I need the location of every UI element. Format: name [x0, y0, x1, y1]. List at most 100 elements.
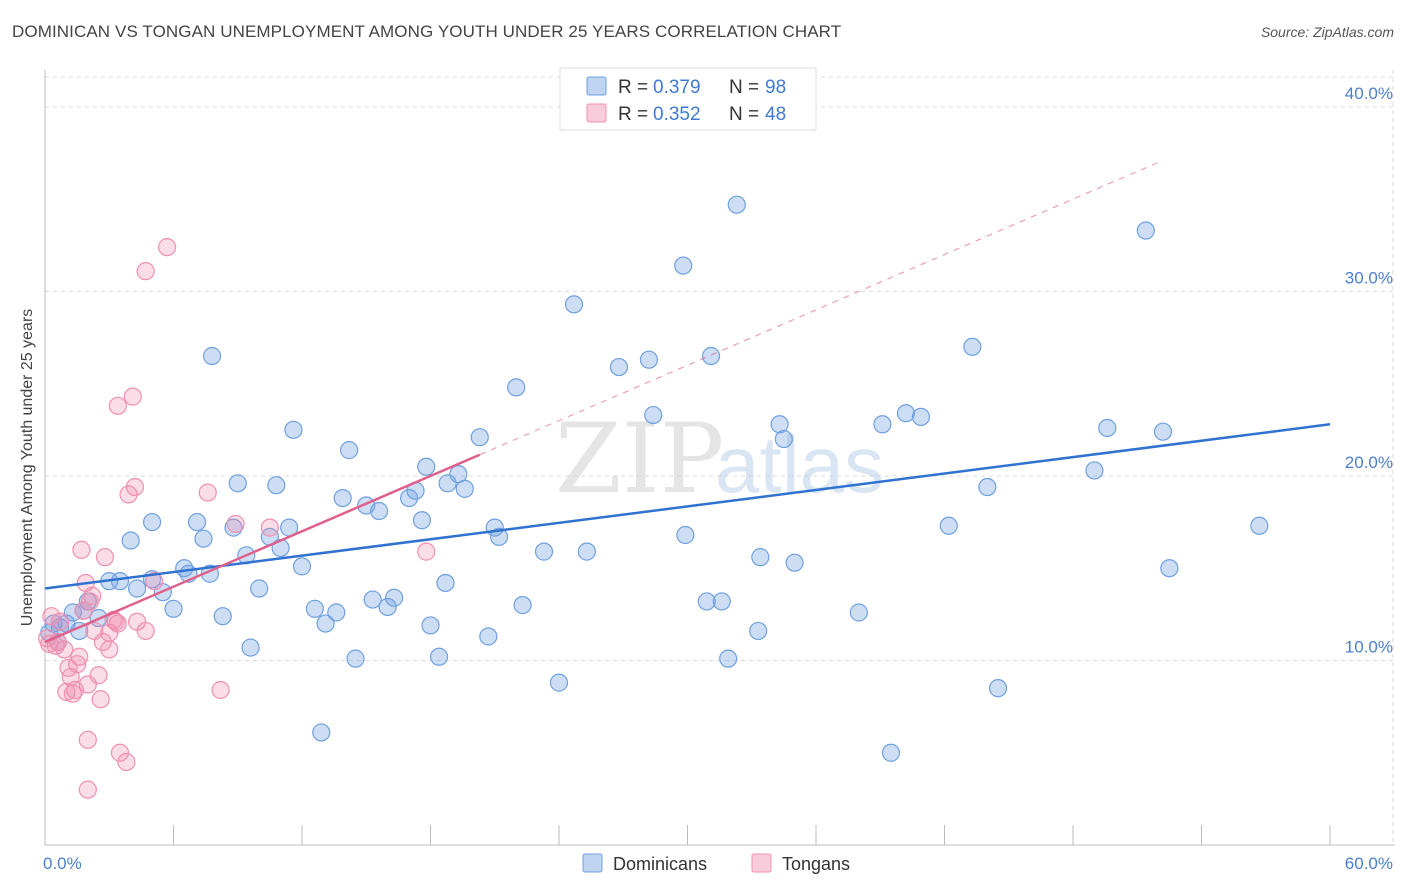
- legend-r-label: R =: [618, 104, 648, 125]
- axes: [44, 70, 1395, 846]
- series-tongans: [38, 238, 436, 799]
- dominican-point: [881, 743, 901, 762]
- tongan-point: [100, 640, 119, 659]
- tongan-point: [78, 780, 97, 799]
- tongan-point: [136, 262, 155, 281]
- legend-n-value: 48: [765, 104, 786, 125]
- tongan-point: [123, 387, 142, 406]
- legend-r-value: 0.379: [653, 77, 701, 98]
- dominican-point: [1153, 422, 1173, 441]
- legend-swatch-dominicans: [586, 76, 607, 96]
- dominican-point: [939, 516, 958, 535]
- dominican-point: [241, 638, 260, 657]
- dominican-point: [697, 592, 716, 611]
- dominican-point: [194, 529, 213, 548]
- x-tick-label-max: 60.0%: [1345, 854, 1393, 873]
- dominican-point: [384, 588, 404, 607]
- dominican-point: [507, 378, 526, 397]
- dominican-point: [564, 295, 584, 314]
- dominican-point: [436, 573, 455, 593]
- dominican-point: [333, 488, 352, 508]
- dominican-point: [727, 195, 746, 214]
- dominican-point: [609, 357, 629, 377]
- dominican-point: [340, 441, 359, 460]
- dominican-point: [719, 649, 738, 668]
- y-axis-label: Unemployment Among Youth under 25 years: [19, 309, 36, 627]
- bottom-legend-swatch-tongans: [751, 853, 772, 873]
- tongan-point: [260, 518, 279, 537]
- dominican-point: [305, 599, 324, 618]
- y-tick-label: 30.0%: [1345, 268, 1393, 287]
- dominican-point: [1098, 418, 1117, 438]
- tongan-point: [89, 666, 108, 685]
- dominican-point: [346, 649, 365, 668]
- dominican-point: [978, 477, 997, 497]
- dominican-point: [896, 404, 916, 423]
- dominican-point: [399, 488, 419, 508]
- legend-r-value: 0.352: [653, 104, 701, 125]
- tongan-point: [117, 752, 136, 772]
- dominican-point: [751, 548, 770, 567]
- dominican-point: [164, 599, 183, 618]
- dominican-point: [911, 407, 931, 427]
- dominican-point: [988, 679, 1008, 698]
- legend-frame: [559, 67, 817, 131]
- watermark-zip: ZIP: [555, 403, 724, 515]
- dominican-point: [549, 673, 569, 692]
- legend-swatch-tongans: [586, 103, 607, 123]
- tongan-point: [157, 238, 177, 257]
- source-credit: Source: ZipAtlas.com: [1260, 24, 1394, 40]
- tongan-point: [50, 612, 70, 631]
- dominican-point: [849, 603, 868, 622]
- legend-n-label: N =: [729, 77, 759, 98]
- dominican-point: [513, 596, 532, 615]
- bottom-legend-swatch-dominicans: [582, 853, 603, 873]
- dominican-point: [312, 723, 331, 742]
- dominican-point: [213, 607, 232, 626]
- dominican-point: [421, 616, 440, 635]
- bottom-legend: Dominicans Tongans: [582, 853, 850, 874]
- dominican-point: [455, 479, 474, 498]
- dominican-point: [639, 350, 659, 369]
- dominican-point: [489, 527, 509, 546]
- dominican-point: [142, 512, 162, 532]
- tongan-point: [417, 542, 436, 561]
- dominican-point: [316, 614, 335, 633]
- tongan-point: [119, 485, 138, 504]
- dominican-point: [644, 405, 663, 425]
- dominican-point: [712, 592, 731, 611]
- tongan-point: [108, 396, 127, 415]
- dominican-point: [363, 590, 382, 609]
- dominican-point: [228, 474, 247, 493]
- dominican-point: [417, 457, 436, 476]
- tongan-point: [198, 483, 217, 502]
- dominican-point: [127, 579, 147, 598]
- dominican-trend-line: [44, 423, 1331, 590]
- tongan-point: [211, 680, 230, 700]
- series-dominicans: [40, 195, 1269, 762]
- chart-title: DOMINICAN VS TONGAN UNEMPLOYMENT AMONG Y…: [12, 22, 842, 41]
- watermark: ZIP atlas: [555, 403, 884, 515]
- tongan-point: [226, 514, 245, 534]
- dominican-point: [577, 542, 596, 561]
- dominican-point: [1160, 559, 1179, 578]
- legend-n-value: 98: [765, 77, 786, 98]
- dominican-point: [963, 337, 982, 356]
- tongan-point: [110, 743, 130, 762]
- tongan-point: [70, 647, 89, 666]
- y-tick-label: 10.0%: [1345, 637, 1393, 656]
- tongan-point: [83, 586, 102, 605]
- dominican-point: [370, 501, 389, 521]
- dominican-point: [284, 420, 303, 439]
- y-tick-label: 20.0%: [1345, 453, 1393, 472]
- legend-n-label: N =: [729, 104, 759, 125]
- bottom-legend-label-tongans: Tongans: [782, 854, 850, 874]
- dominican-point: [534, 542, 554, 561]
- dominican-point: [785, 553, 804, 572]
- dominican-point: [267, 476, 286, 495]
- tongan-point: [108, 614, 127, 633]
- dominican-point: [327, 603, 346, 622]
- dominican-point: [1250, 516, 1269, 535]
- dominican-point: [1085, 461, 1104, 480]
